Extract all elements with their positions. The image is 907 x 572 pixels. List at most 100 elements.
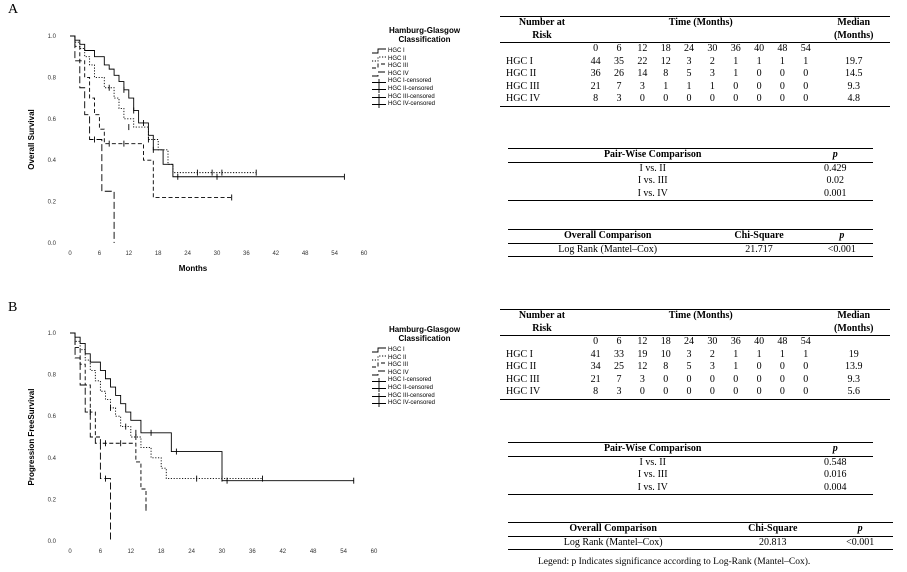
pair-p-value: 0.02 (826, 175, 844, 186)
table-row: HGC IV 8 3 0 0 0 0 0 0 0 0 5.6 (500, 386, 890, 400)
y-tick-label: 0.2 (48, 497, 57, 503)
legend-item: HGC I (372, 347, 477, 355)
risk-header-time: Time (Months) (584, 309, 818, 323)
legend-title: Hamburg-Glasgow Classification (388, 26, 461, 44)
table-row: Log Rank (Mantel–Cox) 20.813 <0.001 (508, 536, 893, 550)
table-row: HGC II 36 26 14 8 5 3 1 0 0 0 14.5 (500, 68, 890, 81)
risk-count: 5 (686, 68, 692, 79)
time-24: 24 (684, 336, 695, 347)
group-label: HGC III (506, 80, 540, 92)
pair-label: I vs. III (637, 469, 668, 480)
legend-title: Hamburg-Glasgow Classification (388, 325, 461, 343)
time-12: 12 (637, 336, 648, 347)
panel-a-letter: A (8, 2, 19, 17)
legend-label: HGC I-censored (388, 78, 432, 85)
risk-count: 8 (663, 68, 669, 79)
legend-label: HGC I (388, 347, 405, 353)
x-tick-label: 42 (279, 549, 286, 555)
overall-p-value: <0.001 (810, 243, 873, 257)
table-row: HGC IV 8 3 0 0 0 0 0 0 0 0 4.8 (500, 93, 890, 107)
legend-label: HGC II (388, 354, 407, 361)
risk-count: 3 (709, 361, 715, 372)
risk-count: 0 (677, 386, 701, 400)
time-54: 54 (800, 336, 811, 347)
table-row: HGC III 21 7 3 1 1 1 0 0 0 0 9.3 (500, 81, 890, 94)
median-value: 19.7 (844, 55, 863, 67)
legend-item: HGC IV (372, 370, 477, 378)
table-row: I vs. IV 0.004 (508, 481, 873, 495)
risk-count: 0 (779, 68, 785, 79)
overall-p-value: <0.001 (827, 536, 893, 550)
x-tick-label: 0 (68, 549, 72, 555)
overall-test-label: Log Rank (Mantel–Cox) (508, 536, 719, 550)
risk-count: 3 (607, 93, 631, 107)
legend-caption: Legend: p Indicates significance accordi… (538, 557, 811, 567)
legend-label: HGC I (388, 48, 405, 54)
risk-count: 44 (590, 55, 601, 67)
pair-label: I vs. III (637, 175, 668, 186)
risk-count: 1 (803, 55, 809, 67)
y-tick-label: 0.0 (48, 539, 57, 545)
panel-a-pairwise-table: Pair-Wise Comparison p I vs. II 0.429 I … (508, 148, 873, 201)
risk-count: 8 (663, 361, 669, 372)
x-tick-label: 6 (98, 251, 102, 257)
risk-count: 7 (616, 373, 622, 385)
risk-count: 1 (709, 80, 715, 92)
pair-p-value: 0.016 (823, 469, 847, 480)
panel-a-km-chart: 0 6 12 18 24 30 36 42 48 54 60 0.0 0.2 0.4 0.6 0.8 1.0 Ov… (27, 34, 368, 273)
table-row: HGC I 41 33 19 10 3 2 1 1 1 1 19 (500, 349, 890, 362)
table-row: HGC II 34 25 12 8 5 3 1 0 0 0 13.9 (500, 361, 890, 374)
legend-censor-swatch (372, 78, 386, 86)
series-line-hgc-2 (70, 35, 257, 174)
median-value: 5.6 (817, 386, 890, 400)
x-tick-label: 60 (361, 251, 368, 257)
legend-label: HGC III-censored (388, 93, 435, 100)
legend-label: HGC III-censored (388, 392, 435, 399)
x-tick-label: 42 (272, 251, 279, 257)
risk-header-left-2: Risk (500, 29, 584, 43)
risk-count: 22 (637, 55, 648, 67)
risk-count: 21 (590, 80, 601, 92)
time-48: 48 (777, 43, 788, 54)
group-label: HGC II (506, 68, 537, 79)
overall-p-header: p (827, 522, 893, 537)
group-label: HGC I (506, 348, 533, 360)
x-tick-label: 36 (249, 549, 256, 555)
overall-test-label: Log Rank (Mantel–Cox) (508, 243, 708, 257)
legend-censor-swatch (372, 377, 386, 385)
risk-count: 0 (756, 68, 762, 79)
legend-label: HGC IV-censored (388, 400, 436, 407)
legend-item: HGC III-censored (372, 94, 477, 102)
x-tick-label: 60 (371, 549, 378, 555)
legend-label: HGC IV-censored (388, 101, 436, 108)
legend-censor-swatch (372, 400, 386, 408)
time-40: 40 (754, 336, 765, 347)
legend-item: HGC III (372, 63, 477, 71)
y-tick-label: 0.4 (48, 158, 57, 164)
legend-label: HGC II-censored (388, 85, 434, 92)
legend-line-swatch (372, 363, 386, 368)
risk-count: 1 (686, 80, 692, 92)
time-36: 36 (730, 43, 741, 54)
time-30: 30 (707, 43, 718, 54)
panel-a-legend: Hamburg-Glasgow Classification HGC I HGC … (372, 26, 477, 109)
risk-count: 0 (630, 93, 655, 107)
risk-count: 3 (709, 68, 715, 79)
risk-count: 2 (709, 348, 715, 360)
legend-censor-swatch (372, 101, 386, 109)
table-row: I vs. II 0.429 (508, 162, 873, 175)
legend-item: HGC I-censored (372, 78, 477, 86)
x-tick-label: 48 (302, 251, 309, 257)
y-tick-label: 1.0 (48, 34, 57, 40)
risk-count: 10 (660, 348, 671, 360)
panel-b-letter: B (8, 300, 18, 315)
legend-item: HGC IV (372, 71, 477, 79)
legend-label: HGC IV (388, 369, 409, 376)
x-tick-label: 18 (158, 549, 165, 555)
risk-count: 0 (770, 386, 795, 400)
y-axis-label: Overall Survival (27, 109, 36, 169)
group-label: HGC III (506, 373, 540, 385)
legend-line-swatch (372, 370, 386, 376)
y-tick-label: 0.6 (48, 414, 57, 420)
risk-count: 0 (654, 93, 678, 107)
